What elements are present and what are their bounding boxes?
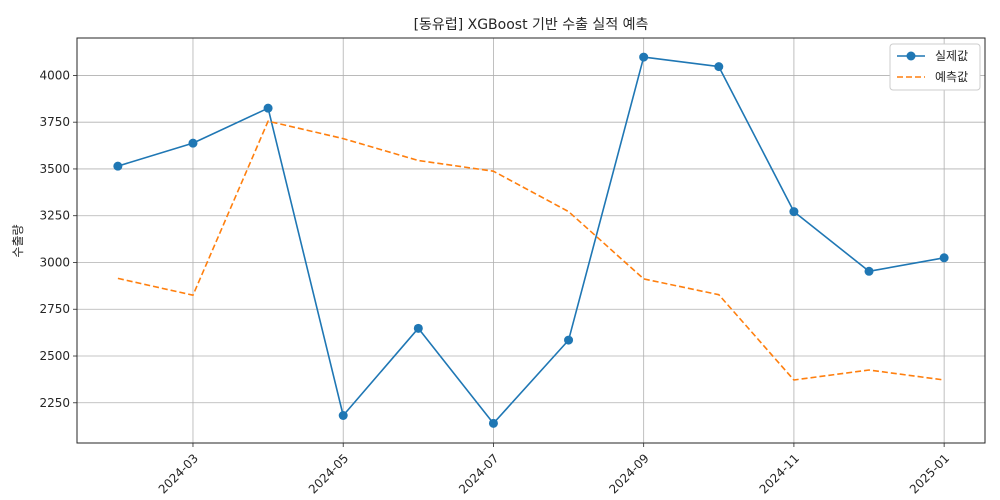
y-tick-label: 2750 <box>39 302 70 316</box>
y-tick-label: 3250 <box>39 209 70 223</box>
series-layer <box>113 52 949 428</box>
data-point <box>714 62 724 72</box>
data-point <box>564 335 574 345</box>
data-point <box>864 266 874 276</box>
series-line-0 <box>117 56 945 425</box>
data-point <box>639 52 649 62</box>
data-point <box>188 138 198 148</box>
y-tick-label: 4000 <box>39 68 70 82</box>
y-tick-label: 2500 <box>39 349 70 363</box>
data-point <box>113 161 123 171</box>
data-point <box>789 207 799 217</box>
data-point <box>939 253 949 263</box>
y-axis: 2250 2500 2750 3000 3250 3500 3750 4000 <box>39 68 77 410</box>
legend-label-actual: 실제값 <box>935 49 968 63</box>
plot-frame <box>76 37 986 444</box>
series-line-1 <box>117 120 945 381</box>
y-axis-label: 수출량 <box>11 224 25 257</box>
legend: 실제값 예측값 <box>889 43 981 91</box>
data-point <box>263 103 273 113</box>
data-point <box>338 411 348 421</box>
chart-title: [동유럽] XGBoost 기반 수출 실적 예측 <box>414 17 649 33</box>
y-tick-label: 3000 <box>39 255 70 269</box>
data-point <box>488 418 498 428</box>
legend-label-predicted: 예측값 <box>935 70 968 84</box>
data-point <box>413 323 423 333</box>
y-tick-label: 3750 <box>39 115 70 129</box>
legend-marker-actual <box>906 51 916 61</box>
grid <box>77 38 985 443</box>
y-tick-label: 3500 <box>39 162 70 176</box>
y-tick-label: 2250 <box>39 396 70 410</box>
